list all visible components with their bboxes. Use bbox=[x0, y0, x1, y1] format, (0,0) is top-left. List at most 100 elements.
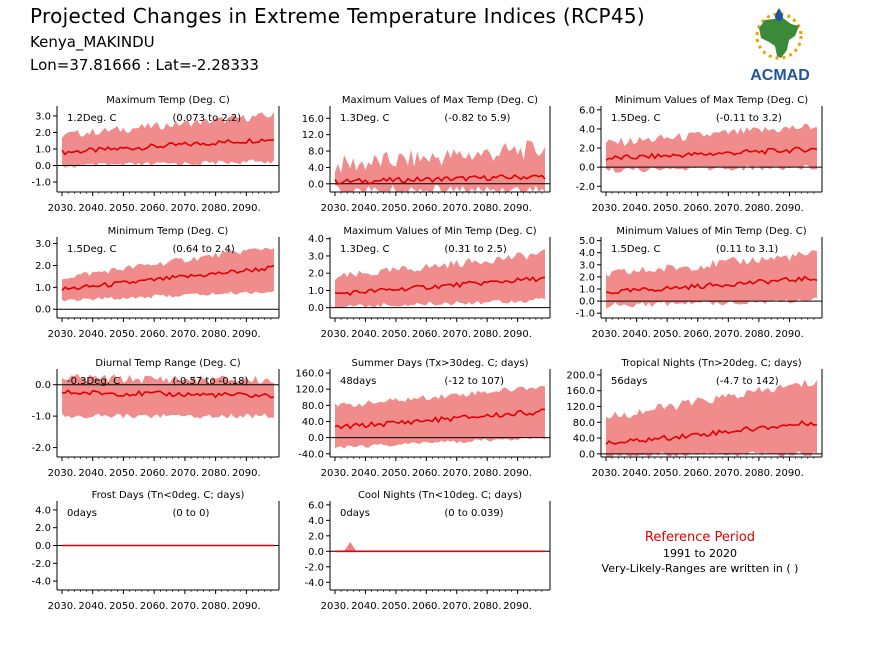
y-tick-label: 1.0 bbox=[35, 145, 51, 156]
likely-range: (-12 to 107) bbox=[444, 376, 504, 387]
y-tick-label: -40.0 bbox=[298, 449, 324, 460]
y-tick-label: 0.0 bbox=[308, 303, 324, 314]
chart-panel: 6.0 4.0 2.0 0.0 -2.0 -4.0 2030. 2040. 2050. 2060.… bbox=[304, 490, 551, 612]
likely-range: (-0.82 to 5.9) bbox=[444, 113, 510, 124]
y-tick-label: 2.0 bbox=[35, 261, 51, 272]
x-tick-label: 2090. bbox=[503, 203, 532, 214]
range-band bbox=[335, 385, 545, 449]
y-tick-label: 80.0 bbox=[302, 401, 324, 412]
reference-period-years: 1991 to 2020 bbox=[662, 547, 738, 560]
likely-range: (0.11 to 3.1) bbox=[716, 244, 778, 255]
x-tick-label: 2060. bbox=[140, 329, 169, 340]
x-tick-label: 2070. bbox=[171, 203, 200, 214]
x-tick-label: 2090. bbox=[775, 468, 804, 479]
x-tick-label: 2040. bbox=[351, 601, 380, 612]
panel-title: Minimum Temp (Deg. C) bbox=[108, 226, 229, 237]
change-value: 1.3Deg. C bbox=[340, 244, 389, 255]
x-tick-label: 2080. bbox=[473, 601, 502, 612]
x-tick-label: 2030. bbox=[592, 329, 621, 340]
y-tick-label: 160.0 bbox=[295, 369, 324, 380]
y-tick-label: 4.0 bbox=[308, 163, 324, 174]
chart-panel: 3.0 2.0 1.0 0.0 -1.0 2030. 2040. 2050. 2060. 2070… bbox=[31, 95, 280, 214]
x-tick-label: 2080. bbox=[745, 329, 774, 340]
change-value: 0days bbox=[67, 508, 97, 519]
y-tick-label: 5.0 bbox=[579, 236, 595, 247]
y-tick-label: 80.0 bbox=[573, 418, 595, 429]
x-tick-label: 2090. bbox=[503, 601, 532, 612]
x-tick-label: 2090. bbox=[232, 203, 261, 214]
change-value: 1.5Deg. C bbox=[611, 244, 660, 255]
coordinates-label: Lon=37.81666 : Lat=-2.28333 bbox=[30, 56, 259, 74]
change-value: 1.5Deg. C bbox=[67, 244, 116, 255]
panel-title: Summer Days (Tx>30deg. C; days) bbox=[351, 358, 528, 369]
y-tick-label: 0.0 bbox=[308, 179, 324, 190]
range-band bbox=[62, 111, 274, 168]
y-tick-label: 0.0 bbox=[35, 161, 51, 172]
x-tick-label: 2070. bbox=[442, 601, 471, 612]
y-tick-label: 3.0 bbox=[579, 260, 595, 271]
x-tick-label: 2030. bbox=[321, 601, 350, 612]
x-tick-label: 2070. bbox=[714, 329, 743, 340]
y-tick-label: 2.0 bbox=[579, 144, 595, 155]
x-tick-label: 2050. bbox=[382, 203, 411, 214]
y-tick-label: 4.0 bbox=[308, 516, 324, 527]
panel-title: Maximum Values of Max Temp (Deg. C) bbox=[342, 95, 538, 106]
likely-range: (-0.57 to -0.18) bbox=[172, 376, 248, 387]
logo-text: ACMAD bbox=[750, 67, 810, 84]
range-band bbox=[606, 250, 817, 309]
x-tick-label: 2070. bbox=[714, 468, 743, 479]
y-tick-label: 0.0 bbox=[579, 163, 595, 174]
x-tick-label: 2080. bbox=[201, 203, 230, 214]
x-tick-label: 2030. bbox=[321, 203, 350, 214]
x-tick-label: 2060. bbox=[140, 203, 169, 214]
panel-title: Minimum Values of Max Temp (Deg. C) bbox=[615, 95, 808, 106]
x-tick-label: 2050. bbox=[382, 468, 411, 479]
sun-rays-icon bbox=[755, 12, 803, 60]
y-tick-label: 0.0 bbox=[579, 297, 595, 308]
y-tick-label: 2.0 bbox=[579, 272, 595, 283]
panel-title: Cool Nights (Tn<10deg. C; days) bbox=[358, 490, 522, 501]
x-tick-label: 2040. bbox=[351, 468, 380, 479]
y-tick-label: 6.0 bbox=[308, 500, 324, 511]
y-tick-label: 0.0 bbox=[35, 380, 51, 391]
change-value: 0days bbox=[340, 508, 370, 519]
page-title: Projected Changes in Extreme Temperature… bbox=[30, 4, 646, 28]
x-tick-label: 2070. bbox=[442, 329, 471, 340]
y-tick-label: 0.0 bbox=[308, 433, 324, 444]
median-line bbox=[334, 276, 546, 297]
y-tick-label: 0.0 bbox=[579, 449, 595, 460]
y-tick-label: 4.0 bbox=[35, 505, 51, 516]
chart-panel: 4.0 2.0 0.0 -2.0 -4.0 2030. 2040. 2050. 2060. 207… bbox=[31, 490, 280, 612]
x-tick-label: 2050. bbox=[653, 468, 682, 479]
median-line bbox=[605, 420, 818, 445]
x-tick-label: 2040. bbox=[78, 329, 107, 340]
africa-map-icon bbox=[759, 18, 799, 58]
likely-range: (0.073 to 2.2) bbox=[172, 113, 241, 124]
panel-title: Maximum Values of Min Temp (Deg. C) bbox=[343, 226, 536, 237]
x-tick-label: 2080. bbox=[473, 329, 502, 340]
y-tick-label: -2.0 bbox=[304, 562, 324, 573]
x-tick-label: 2080. bbox=[201, 468, 230, 479]
panel-title: Frost Days (Tn<0deg. C; days) bbox=[92, 490, 245, 501]
x-tick-label: 2040. bbox=[78, 468, 107, 479]
y-tick-label: 2.0 bbox=[308, 269, 324, 280]
x-tick-label: 2060. bbox=[140, 468, 169, 479]
range-band bbox=[606, 123, 817, 173]
x-tick-label: 2060. bbox=[412, 329, 441, 340]
y-tick-label: 8.0 bbox=[308, 147, 324, 158]
change-value: 48days bbox=[340, 376, 376, 387]
panel-title: Tropical Nights (Tn>20deg. C; days) bbox=[620, 358, 801, 369]
y-tick-label: 0.0 bbox=[35, 541, 51, 552]
x-tick-label: 2070. bbox=[442, 203, 471, 214]
x-tick-label: 2050. bbox=[653, 203, 682, 214]
y-tick-label: 40.0 bbox=[573, 434, 595, 445]
y-tick-label: 120.0 bbox=[295, 385, 324, 396]
change-value: 1.5Deg. C bbox=[611, 113, 660, 124]
likely-range: (0 to 0) bbox=[172, 508, 209, 519]
y-tick-label: -1.0 bbox=[31, 178, 51, 189]
x-tick-label: 2030. bbox=[48, 329, 77, 340]
ranges-note: Very-Likely-Ranges are written in ( ) bbox=[601, 562, 799, 575]
x-tick-label: 2050. bbox=[653, 329, 682, 340]
y-tick-label: 3.0 bbox=[308, 251, 324, 262]
